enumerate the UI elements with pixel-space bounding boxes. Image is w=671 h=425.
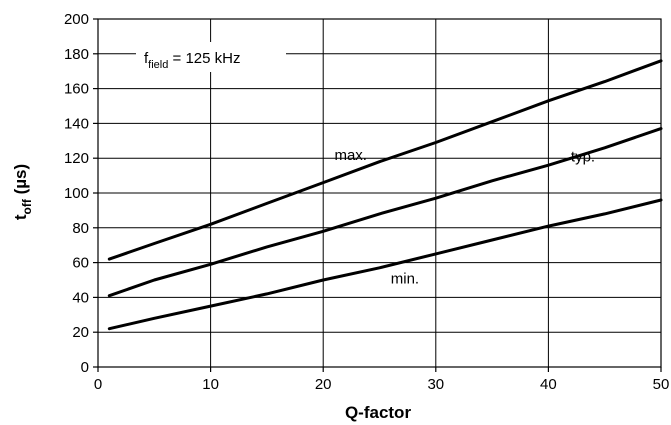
series-line-typ: [107, 127, 663, 298]
y-tick-label: 60: [72, 255, 89, 272]
y-tick-label: 80: [72, 220, 89, 237]
annotation-frequency: ffield = 125 kHz: [144, 50, 240, 71]
x-tick-label: 50: [653, 376, 670, 393]
annotation-sub: field: [148, 59, 168, 71]
series-label-min: min.: [391, 270, 419, 287]
y-tick-label: 200: [64, 11, 89, 28]
x-tick-label: 30: [427, 376, 444, 393]
annotation-main: f: [144, 50, 149, 67]
x-tick-label: 10: [202, 376, 219, 393]
series-labels: max. typ. min.: [334, 147, 595, 288]
y-axis-title-sub: off: [20, 198, 34, 214]
x-tick-label: 20: [315, 376, 332, 393]
annotation-background: [136, 42, 286, 72]
y-tick-label: 40: [72, 289, 89, 306]
y-tick-label: 160: [64, 81, 89, 98]
x-axis-title: Q-factor: [345, 403, 412, 422]
y-tick-label: 20: [72, 324, 89, 341]
y-tick-label: 0: [81, 359, 89, 376]
x-tick-label: 0: [94, 376, 102, 393]
y-axis-title: toff (µs): [11, 164, 34, 220]
series-line-min: [107, 198, 663, 331]
y-tick-label: 120: [64, 150, 89, 167]
y-tick-label: 100: [64, 185, 89, 202]
axis-ticks: 0 10 20 30 40 50 0 20 40 60 80 100 120 140 160 180 200: [64, 11, 669, 393]
series-line-max: [107, 59, 663, 261]
series-label-max: max.: [334, 147, 367, 164]
y-tick-label: 140: [64, 115, 89, 132]
y-axis-title-main: t: [11, 214, 30, 220]
series: [107, 59, 663, 331]
y-axis-title-unit: (µs): [11, 164, 30, 199]
y-tick-label: 180: [64, 46, 89, 63]
series-label-typ: typ.: [571, 149, 595, 166]
annotation-rest: = 125 kHz: [168, 50, 240, 67]
x-tick-label: 40: [540, 376, 557, 393]
